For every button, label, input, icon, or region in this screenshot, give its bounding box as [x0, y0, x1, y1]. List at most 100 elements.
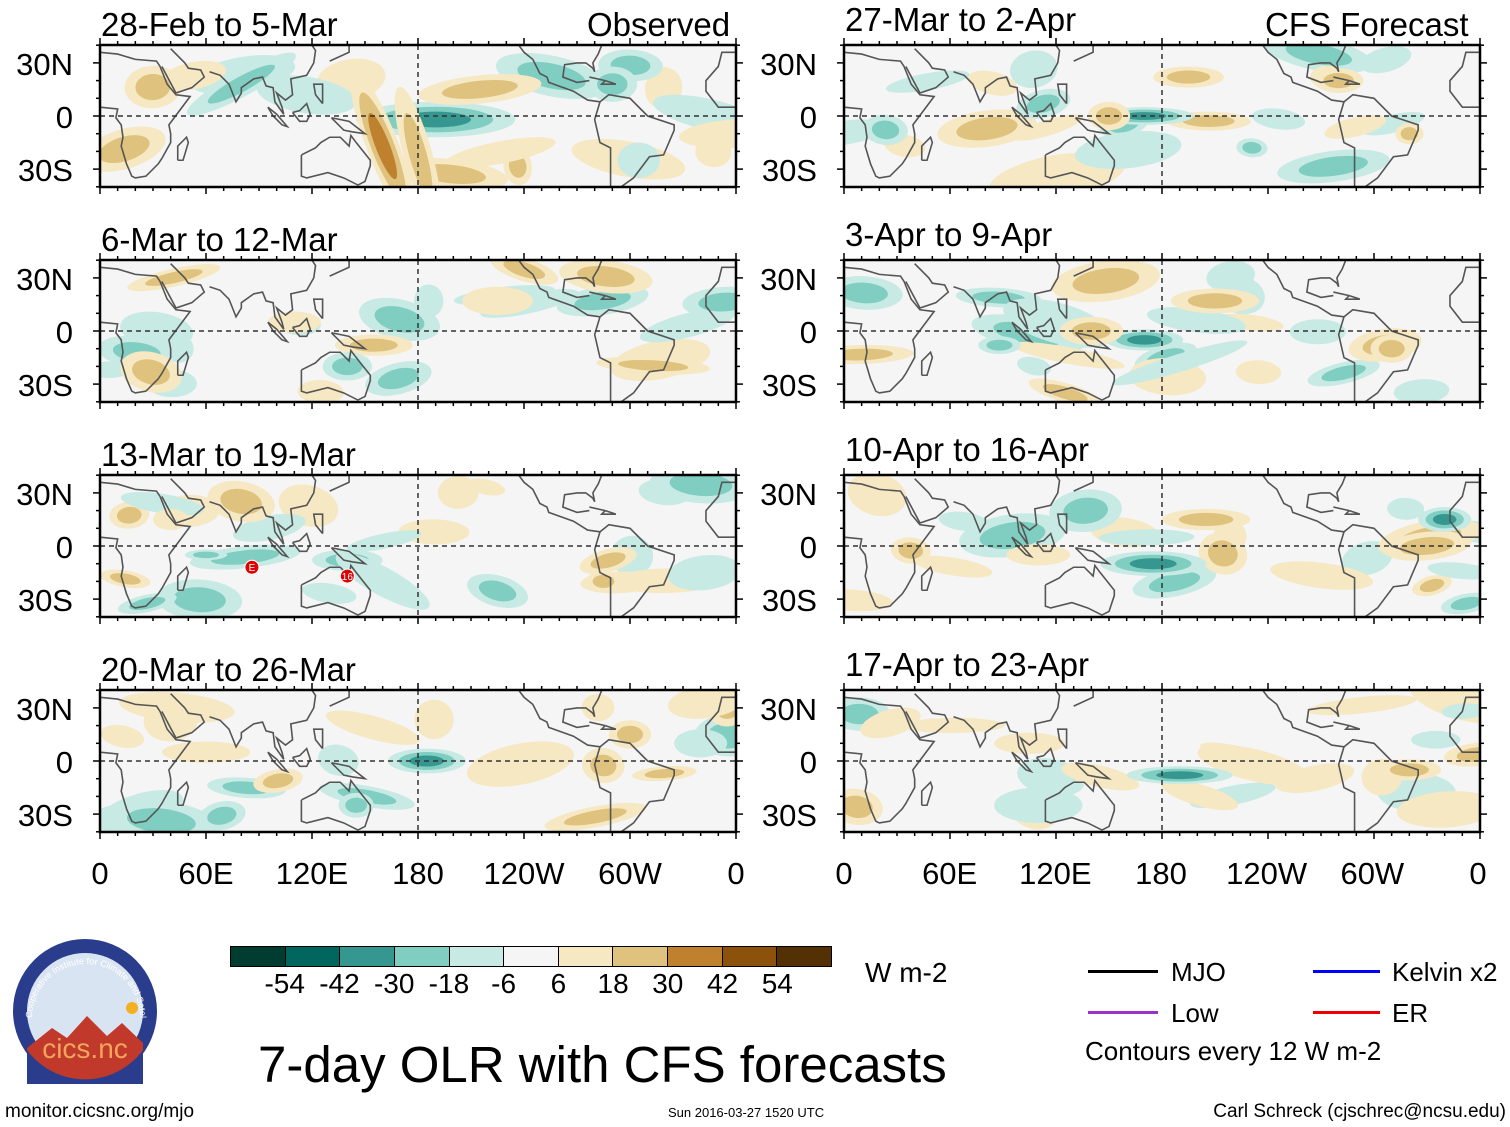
olr-anomaly-contour	[913, 555, 993, 578]
y-axis-label: 0	[55, 100, 73, 135]
olr-anomaly-contour	[335, 553, 430, 610]
coastline	[1449, 51, 1480, 108]
coastline	[1073, 475, 1094, 492]
olr-anomaly-contour	[1061, 762, 1140, 791]
olr-anomaly-contour	[994, 732, 1065, 754]
olr-anomaly-contour	[100, 135, 150, 164]
olr-anomaly-contour	[1432, 513, 1457, 525]
coastline	[176, 350, 190, 377]
legend-kelvin-line	[1313, 970, 1380, 973]
coastline	[291, 532, 312, 553]
y-axis-label: 0	[55, 530, 73, 565]
coastline	[1074, 116, 1112, 135]
olr-anomaly-contour	[901, 717, 1006, 733]
coastline	[291, 747, 312, 768]
colorbar-swatch	[284, 947, 340, 966]
olr-anomaly-contour	[1400, 127, 1419, 141]
olr-anomaly-contour	[1456, 747, 1480, 762]
coastline	[312, 513, 324, 535]
olr-anomaly-contour	[1389, 763, 1429, 777]
coastline	[1011, 321, 1034, 344]
olr-anomaly-contour	[1378, 339, 1405, 358]
olr-anomaly-contour	[267, 311, 321, 333]
olr-anomaly-contour	[844, 348, 893, 361]
colorbar-swatch	[231, 947, 285, 966]
olr-anomaly-contour	[1197, 744, 1310, 786]
olr-anomaly-contour	[592, 574, 615, 588]
x-axis-label: 120E	[275, 856, 349, 891]
coastline	[1343, 724, 1361, 730]
coastline	[518, 45, 601, 103]
olr-anomaly-contour	[616, 725, 644, 744]
y-axis-label: 0	[55, 315, 73, 350]
coastline	[312, 298, 324, 320]
coastline	[1343, 79, 1361, 85]
panel-title: 3-Apr to 9-Apr	[845, 216, 1053, 253]
olr-anomaly-contour	[618, 359, 689, 372]
olr-anomaly-contour	[445, 137, 556, 168]
colorbar-swatch	[557, 947, 613, 966]
y-axis-label: 30S	[761, 583, 817, 618]
coastline	[161, 478, 206, 524]
colorbar-swatch	[503, 947, 558, 966]
olr-anomaly-contour	[467, 478, 506, 496]
colorbar-swatch	[667, 947, 722, 966]
coastline	[593, 308, 675, 402]
olr-anomaly-contour	[698, 292, 736, 312]
colorbar-swatch	[776, 947, 832, 966]
y-axis-label: 30N	[760, 477, 817, 512]
y-axis-label: 30N	[16, 692, 73, 727]
coastline	[599, 79, 617, 85]
olr-anomaly-contour	[938, 511, 989, 532]
olr-map-panel: E 16	[93, 468, 743, 624]
coastline	[329, 260, 350, 277]
coastline	[518, 475, 601, 533]
coastline	[844, 51, 936, 179]
coastline	[599, 724, 617, 730]
anomaly-field	[100, 475, 736, 617]
y-axis-label: 30N	[16, 477, 73, 512]
storm-marker-label: 16	[342, 572, 354, 583]
coastline	[561, 690, 603, 729]
olr-anomaly-contour	[1063, 497, 1108, 524]
olr-anomaly-contour	[1017, 356, 1052, 376]
y-axis-label: 0	[799, 315, 817, 350]
coastline	[920, 350, 934, 377]
anomaly-field	[844, 475, 1480, 617]
coastline	[330, 331, 368, 350]
logo-name: cics.nc	[42, 1033, 128, 1064]
footer-author: Carl Schreck (cjschrec@ncsu.edu)	[1213, 1101, 1506, 1122]
olr-anomaly-contour	[302, 582, 357, 604]
olr-anomaly-contour	[129, 596, 166, 610]
coastline	[1035, 317, 1056, 338]
coastline	[1056, 728, 1068, 750]
coastline	[905, 48, 950, 94]
olr-map-panel	[837, 683, 1487, 839]
olr-map-panel	[93, 38, 743, 194]
olr-anomaly-contour	[262, 773, 294, 789]
coastline	[844, 481, 936, 609]
olr-anomaly-contour	[132, 359, 170, 385]
olr-anomaly-contour	[1450, 596, 1480, 611]
olr-anomaly-contour	[1419, 578, 1445, 593]
olr-anomaly-contour	[297, 380, 344, 402]
olr-anomaly-contour	[478, 580, 517, 602]
coastline	[161, 693, 206, 739]
panel-title: 13-Mar to 19-Mar	[101, 436, 356, 473]
y-axis-label: 30N	[760, 262, 817, 297]
panel-title: 20-Mar to 26-Mar	[101, 651, 356, 688]
coastline	[589, 76, 606, 82]
footer-url[interactable]: monitor.cicsnc.org/mjo	[5, 1101, 195, 1122]
olr-anomaly-contour	[349, 338, 398, 352]
olr-anomaly-contour	[1187, 293, 1243, 309]
y-axis-label: 30S	[17, 368, 73, 403]
coastline	[209, 260, 317, 330]
coastline	[1333, 721, 1350, 727]
y-axis-label: 0	[799, 530, 817, 565]
olr-anomaly-contour	[1242, 141, 1262, 154]
coastline	[1044, 133, 1116, 186]
coastline	[1333, 291, 1350, 297]
observed-label: Observed	[587, 6, 731, 43]
olr-anomaly-contour	[119, 691, 235, 723]
colorbar-swatch	[721, 947, 777, 966]
